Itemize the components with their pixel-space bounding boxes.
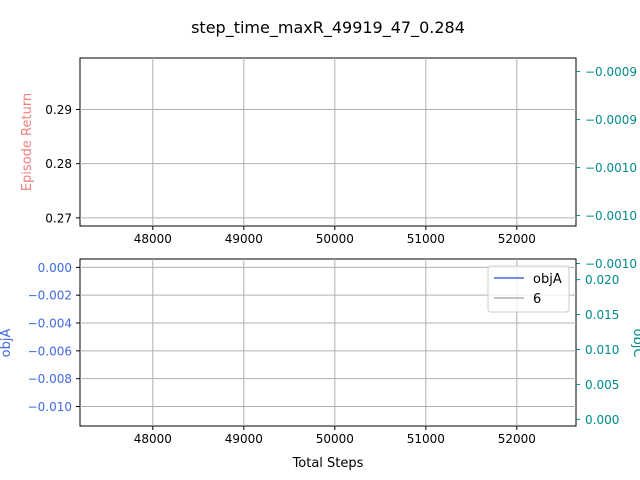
bottom-x-tick-label: 48000 [134,432,172,446]
legend-label-objA: objA [533,272,562,287]
bottom-y-axis-label-right: objC [630,329,640,358]
bottom-y-tick-label-right: 0.020 [585,273,619,287]
top-y-tick-label-left: 0.27 [45,211,72,225]
bottom-y-tick-label-right: 0.005 [585,378,619,392]
bottom-y-tick-label-left: −0.002 [28,289,72,303]
bottom-y-tick-label-right: 0.015 [585,308,619,322]
top-y-tick-label-right: −0.0009 [585,113,637,127]
bottom-y-tick-label-left: −0.004 [28,317,72,331]
top-y-tick-label-right: −0.0010 [585,209,637,223]
x-axis-label: Total Steps [292,456,364,471]
top-grid [80,58,576,226]
top-plot-area [79,57,577,227]
top-y-ticks-left: 0.27 0.28 0.29 [45,103,80,225]
top-panel: 48000 49000 50000 51000 52000 0.27 0.28 0.29 −… [20,57,637,271]
bottom-y-tick-label-left: −0.008 [28,372,72,386]
top-x-ticks: 48000 49000 50000 51000 52000 [134,226,536,246]
bottom-x-ticks: 48000 49000 50000 51000 52000 [134,426,536,446]
top-y-ticks-right: −0.0009 −0.0009 −0.0010 −0.0010 −0.0010 [576,65,637,271]
bottom-y-ticks-right: 0.000 0.005 0.010 0.015 0.020 [576,273,619,427]
bottom-x-tick-label: 49000 [225,432,263,446]
top-y-tick-label-left: 0.28 [45,157,72,171]
bottom-y-tick-label-left: 0.000 [38,261,72,275]
bottom-x-tick-label: 52000 [498,432,536,446]
top-x-tick-label: 51000 [407,232,445,246]
chart-title: step_time_maxR_49919_47_0.284 [191,18,465,38]
top-y-tick-label-left: 0.29 [45,103,72,117]
legend: objA 6 [487,265,570,313]
top-y-tick-label-right: −0.0009 [585,65,637,79]
top-y-tick-label-right: −0.0010 [585,257,637,271]
top-x-tick-label: 50000 [316,232,354,246]
top-x-tick-label: 49000 [225,232,263,246]
top-y-axis-label: Episode Return [20,93,35,191]
bottom-y-ticks-left: 0.000 −0.002 −0.004 −0.006 −0.008 −0.010 [28,261,80,414]
bottom-y-axis-label-left: objA [0,329,14,358]
top-y-tick-label-right: −0.0010 [585,161,637,175]
bottom-y-tick-label-left: −0.006 [28,344,72,358]
bottom-y-tick-label-right: 0.000 [585,413,619,427]
legend-label-6: 6 [533,292,541,307]
bottom-y-tick-label-right: 0.010 [585,343,619,357]
bottom-x-tick-label: 51000 [407,432,445,446]
bottom-panel: 48000 49000 50000 51000 52000 0.000 −0.002 −0.… [0,258,640,446]
top-x-tick-label: 52000 [498,232,536,246]
top-x-tick-label: 48000 [134,232,172,246]
bottom-y-tick-label-left: −0.010 [28,400,72,414]
bottom-x-tick-label: 50000 [316,432,354,446]
